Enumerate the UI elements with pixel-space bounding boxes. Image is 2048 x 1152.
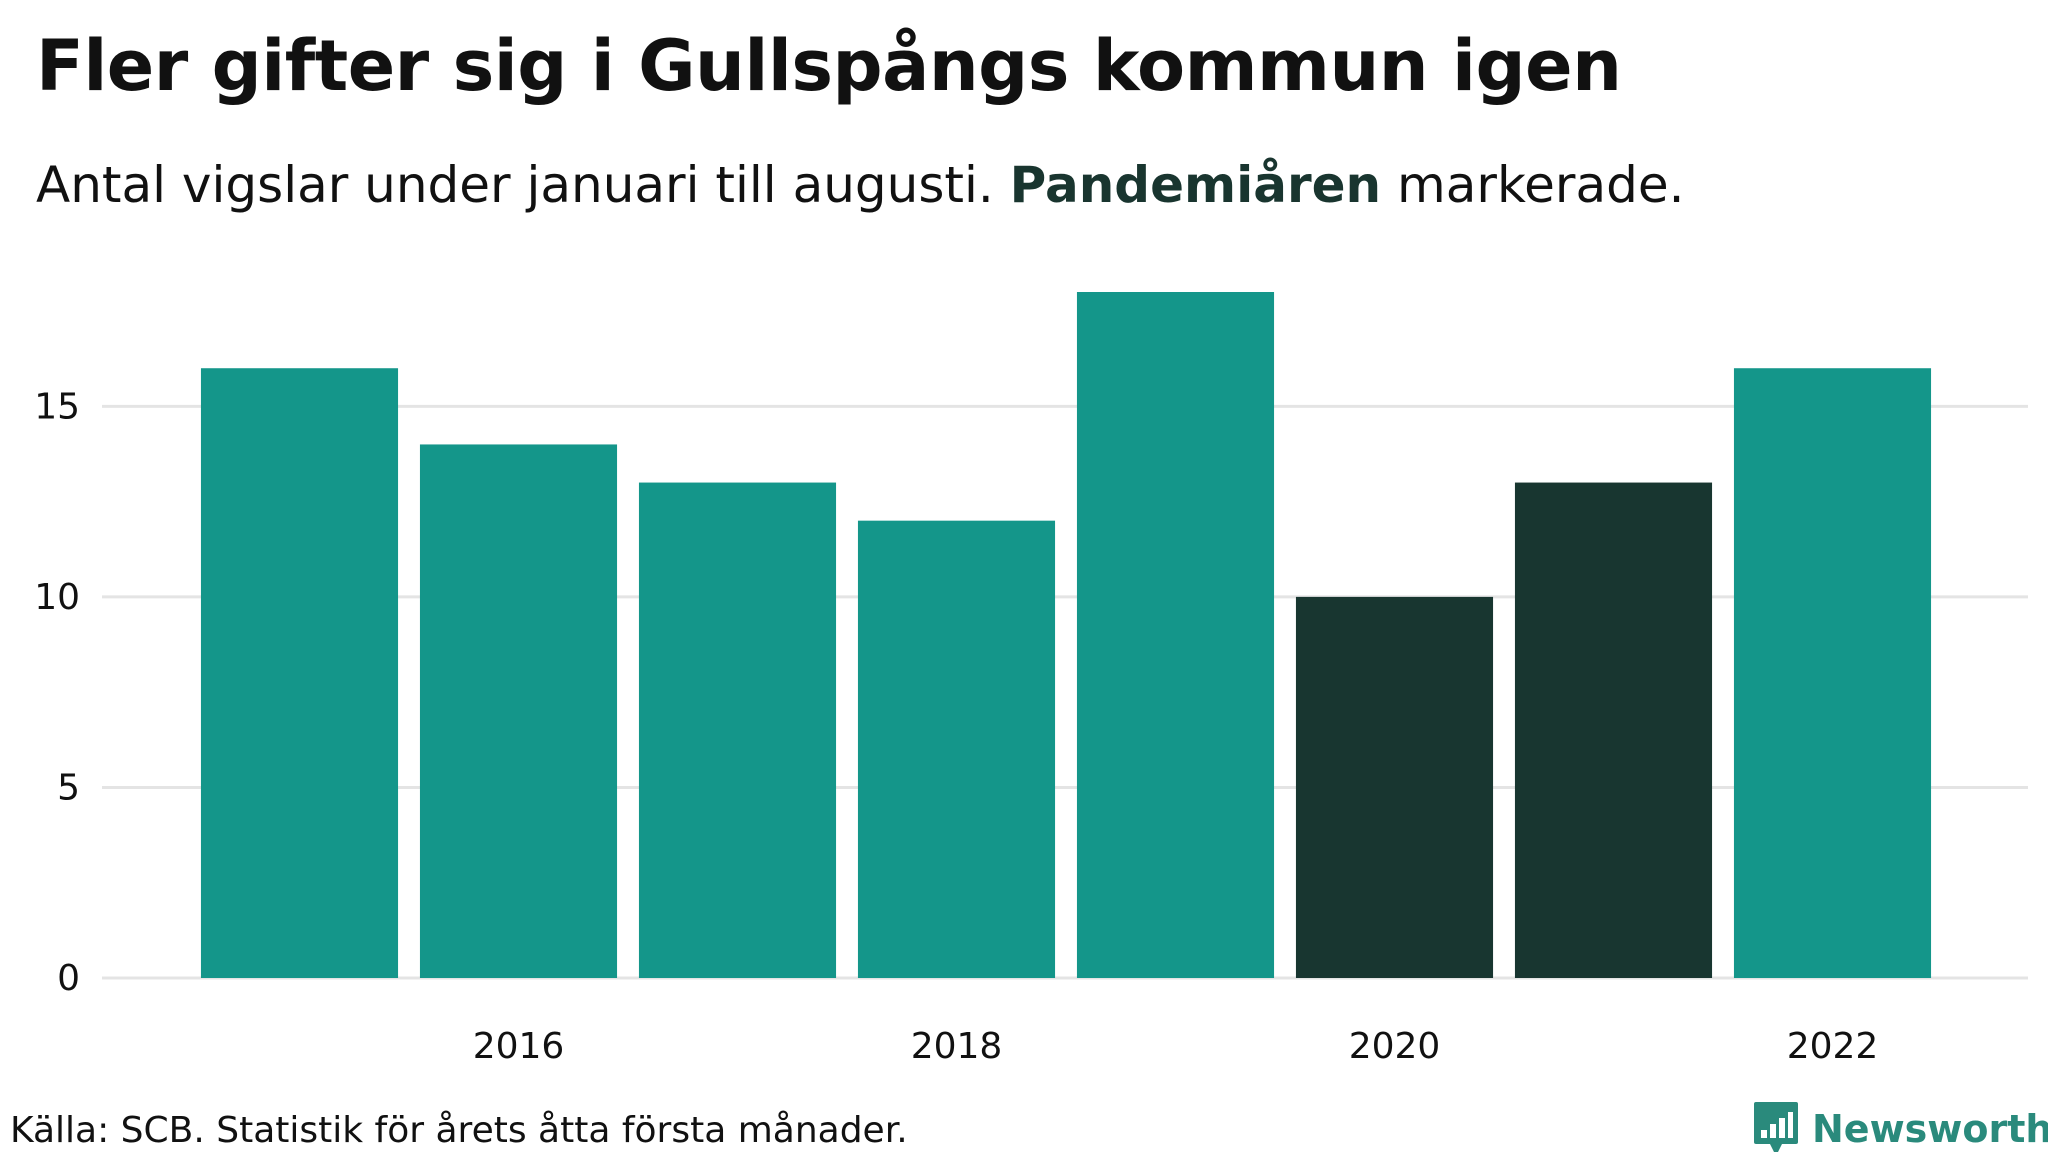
source-note: Källa: SCB. Statistik för årets åtta för…: [10, 1110, 908, 1151]
x-tick-label: 2022: [1787, 1026, 1879, 1067]
y-tick-label: 5: [57, 767, 80, 808]
bar-2015: [200, 368, 399, 978]
bars: [200, 292, 1932, 978]
bar-2016: [419, 444, 618, 978]
y-axis-ticks: 0 5 10 15: [34, 386, 80, 999]
bar-chart: 0 5 10 15 2016 2018 2020 2022: [34, 292, 2028, 1067]
bar-chart-speech-bubble-icon: [1754, 1102, 1798, 1152]
chart-title: Fler gifter sig i Gullspångs kommun igen: [36, 25, 1622, 107]
subtitle-text-end: markerade.: [1381, 156, 1685, 214]
bar-2020: [1295, 596, 1494, 978]
x-tick-label: 2018: [911, 1026, 1003, 1067]
y-tick-label: 10: [34, 577, 80, 618]
y-tick-label: 15: [34, 386, 80, 427]
chart-subtitle: Antal vigslar under januari till augusti…: [36, 150, 1684, 220]
subtitle-highlight: Pandemiåren: [1009, 156, 1382, 214]
bar-2017: [638, 482, 837, 978]
y-tick-label: 0: [57, 958, 80, 999]
x-tick-label: 2016: [473, 1026, 565, 1067]
bar-2022: [1733, 368, 1932, 978]
bar-2021: [1514, 482, 1713, 978]
brand-logo: Newsworthy: [1752, 1100, 2048, 1152]
bar-2019: [1076, 292, 1275, 978]
x-axis-ticks: 2016 2018 2020 2022: [473, 1026, 1879, 1067]
brand-name: Newsworthy: [1812, 1107, 2048, 1151]
subtitle-text: Antal vigslar under januari till augusti…: [36, 156, 1010, 214]
x-tick-label: 2020: [1349, 1026, 1441, 1067]
bar-2018: [857, 520, 1056, 978]
